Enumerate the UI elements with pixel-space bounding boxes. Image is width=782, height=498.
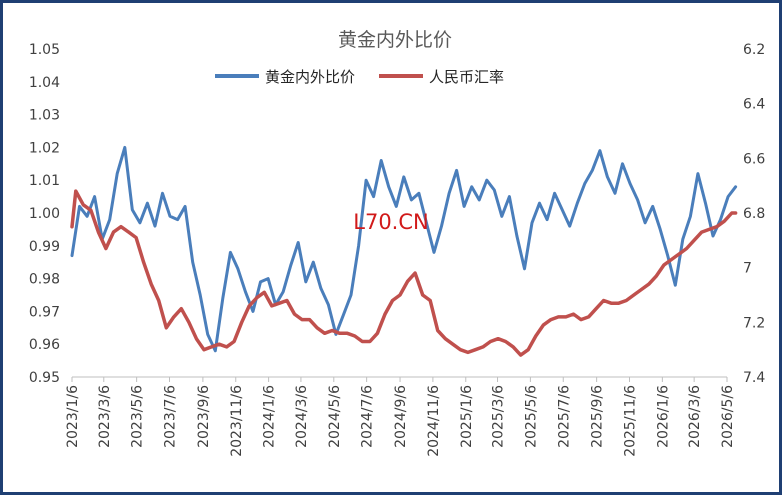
- right-tick-label: 6.8: [743, 206, 765, 222]
- x-tick-label: 2025/5/6: [523, 385, 539, 448]
- right-tick-label: 6.6: [743, 151, 765, 167]
- x-tick-label: 2025/11/6: [623, 385, 639, 457]
- x-tick-label: 2025/7/6: [556, 385, 572, 448]
- right-tick-label: 7.4: [743, 370, 765, 386]
- left-tick-label: 1.03: [29, 108, 60, 124]
- x-tick-label: 2023/11/6: [229, 385, 245, 457]
- chart-title: 黄金内外比价: [338, 29, 452, 51]
- x-tick-label: 2023/7/6: [162, 385, 178, 448]
- left-tick-label: 1.00: [29, 206, 60, 222]
- x-tick-label: 2023/9/6: [196, 385, 212, 448]
- left-tick-label: 0.97: [29, 304, 60, 320]
- right-tick-label: 7.2: [743, 315, 765, 331]
- left-tick-label: 1.05: [29, 42, 60, 58]
- x-tick-label: 2024/1/6: [262, 385, 278, 448]
- right-tick-label: 6.4: [743, 97, 765, 113]
- left-tick-label: 0.99: [29, 239, 60, 255]
- legend-label-gold-ratio: 黄金内外比价: [265, 68, 355, 86]
- x-tick-label: 2026/3/6: [687, 385, 703, 448]
- x-tick-label: 2023/5/6: [130, 385, 146, 448]
- series-line-cny-rate: [70, 189, 738, 357]
- x-tick-label: 2024/3/6: [294, 385, 310, 448]
- x-tick-label: 2025/3/6: [491, 385, 507, 448]
- right-tick-label: 7: [743, 261, 752, 277]
- x-tick-label: 2024/7/6: [360, 385, 376, 448]
- x-tick-label: 2024/11/6: [426, 385, 442, 457]
- chart-canvas: 黄金内外比价 黄金内外比价 人民币汇率 1.05 1.04 1.03 1.02 1.01…: [29, 29, 766, 457]
- left-tick-label: 1.01: [29, 173, 60, 189]
- x-tick-label: 2023/3/6: [97, 385, 113, 448]
- legend: 黄金内外比价 人民币汇率: [215, 68, 504, 86]
- left-tick-label: 1.04: [29, 75, 60, 91]
- left-axis: 1.05 1.04 1.03 1.02 1.01 1.00 0.99 0.98 0.97 0.96…: [29, 42, 60, 386]
- x-tick-label: 2024/5/6: [327, 385, 343, 448]
- left-tick-label: 1.02: [29, 140, 60, 156]
- x-tick-label: 2025/1/6: [459, 385, 475, 448]
- x-axis: 2023/1/6 2023/3/6 2023/5/6 2023/7/6 2023/9/6…: [65, 376, 736, 457]
- series-layer: [70, 145, 738, 357]
- right-axis: 6.2 6.4 6.6 6.8 7 7.2 7.4: [743, 42, 765, 386]
- left-tick-label: 0.98: [29, 272, 60, 288]
- x-tick-label: 2026/1/6: [655, 385, 671, 448]
- x-tick-label: 2023/1/6: [65, 385, 81, 448]
- series-line-gold-ratio: [70, 145, 738, 353]
- right-tick-label: 6.2: [743, 42, 765, 58]
- legend-label-cny-rate: 人民币汇率: [429, 68, 504, 86]
- left-tick-label: 0.96: [29, 337, 60, 353]
- x-tick-label: 2025/9/6: [590, 385, 606, 448]
- x-tick-label: 2024/9/6: [393, 385, 409, 448]
- left-tick-label: 0.95: [29, 370, 60, 386]
- x-tick-label: 2026/5/6: [720, 385, 736, 448]
- watermark: L70.CN: [353, 210, 428, 234]
